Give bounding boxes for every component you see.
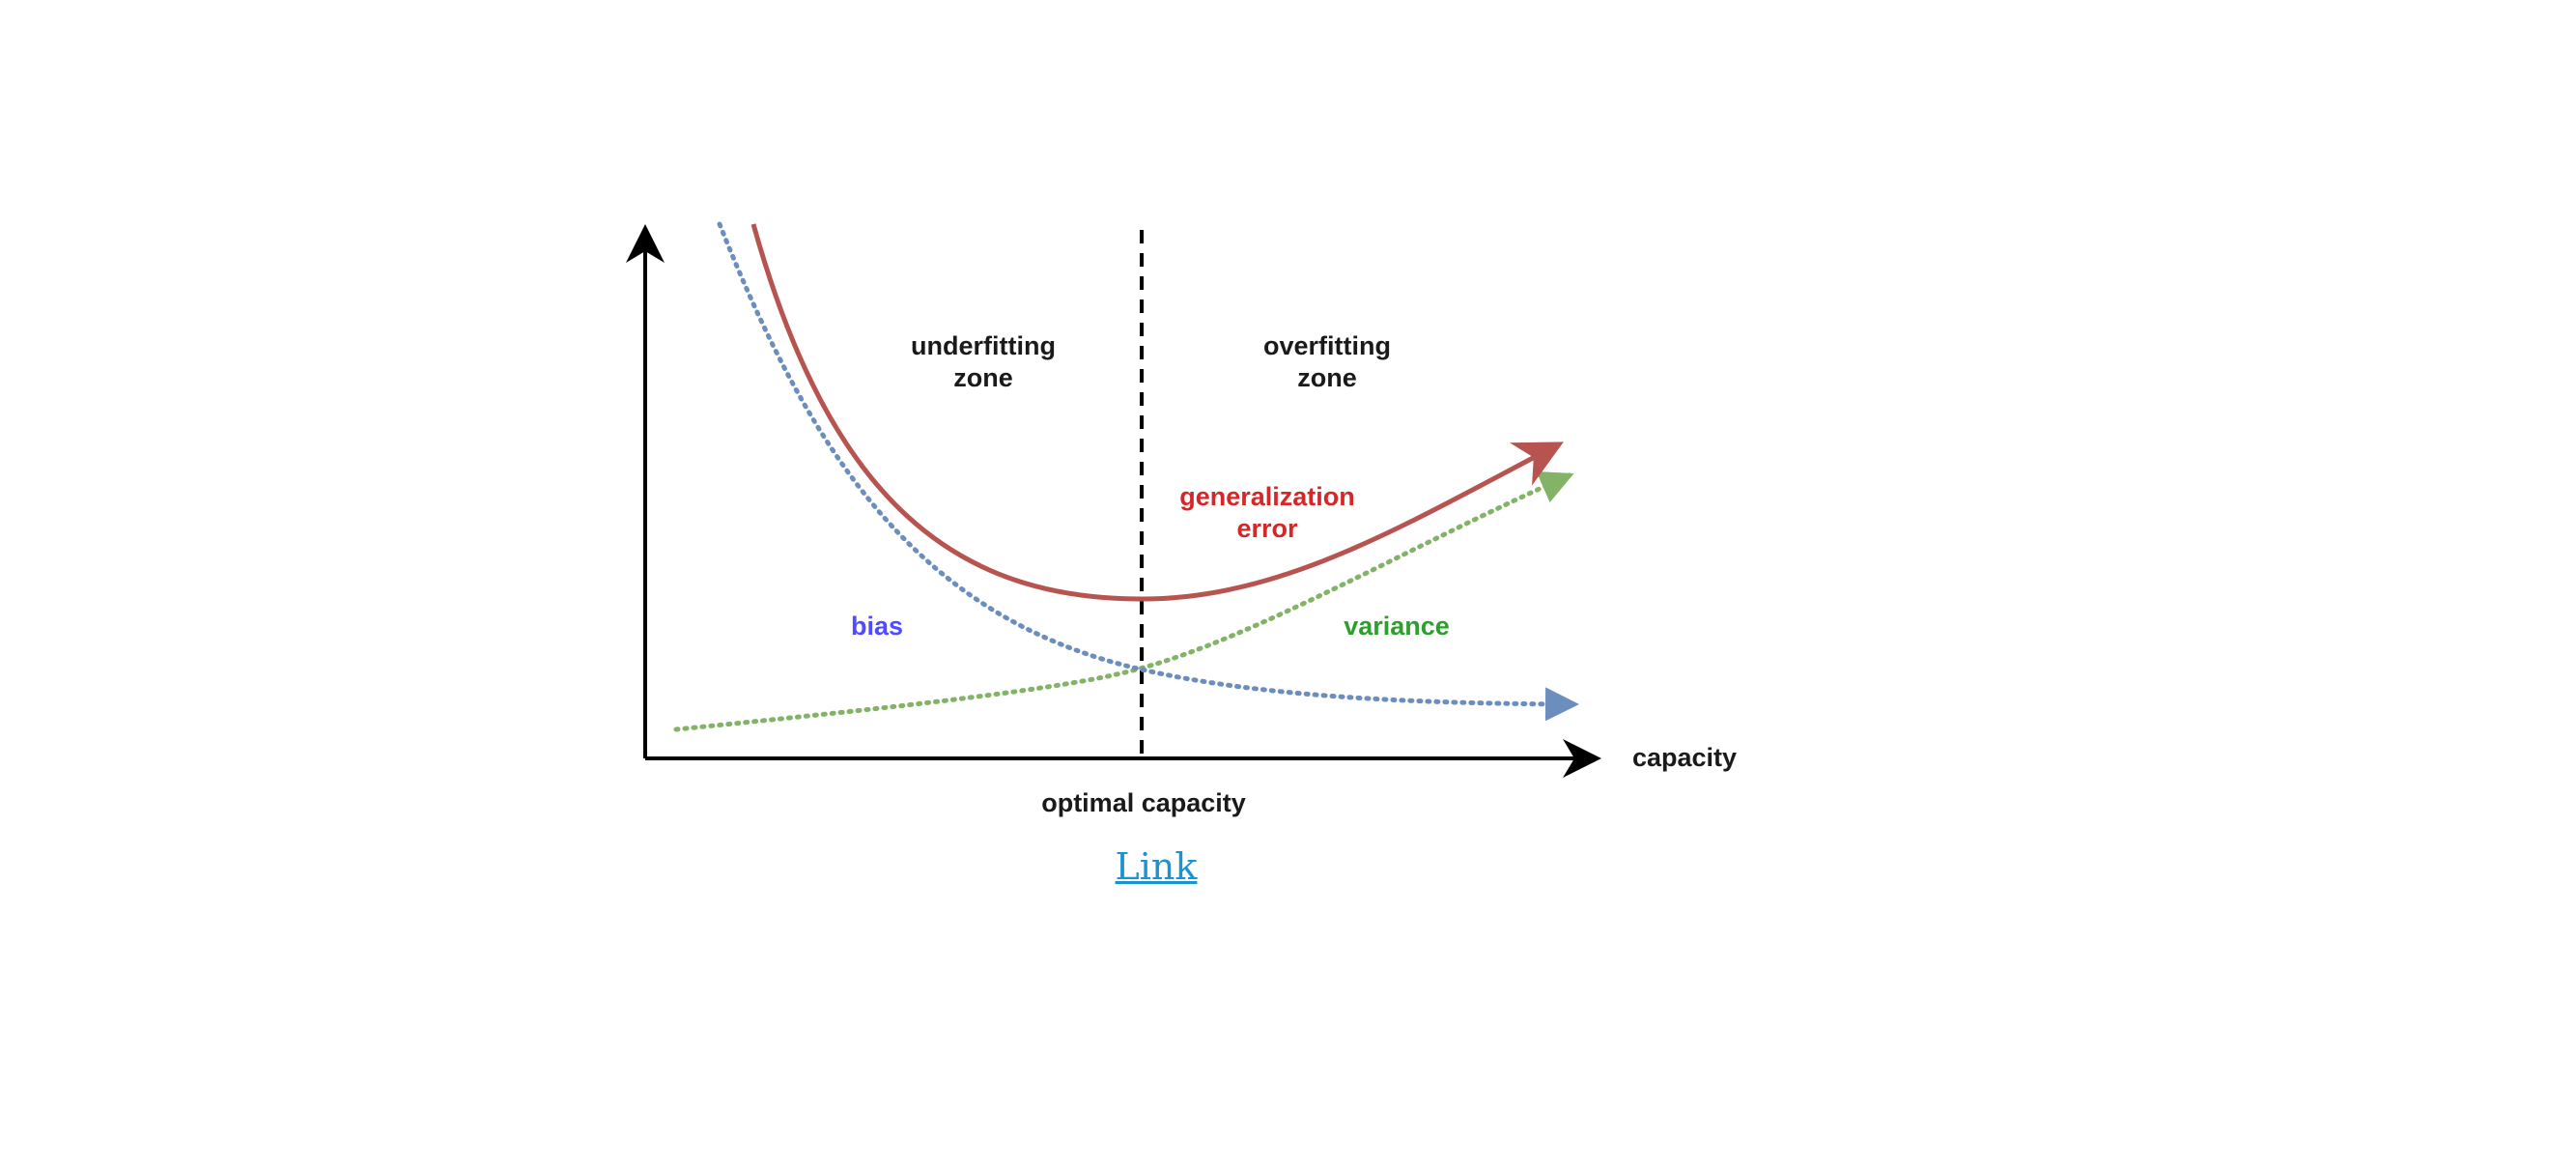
overfitting-zone-label-line2: zone: [1297, 363, 1357, 392]
optimal-capacity-label: optimal capacity: [1041, 788, 1246, 817]
bias-label: bias: [851, 612, 903, 641]
underfitting-zone-label-line1: underfitting: [911, 331, 1056, 360]
underfitting-zone-label-line2: zone: [953, 363, 1013, 392]
capacity-axis-label: capacity: [1632, 743, 1737, 772]
bias-curve: [717, 221, 1579, 722]
source-link[interactable]: Link: [1115, 845, 1198, 888]
generalization-error-label-line1: generalization: [1179, 482, 1355, 511]
generalization-error-label-line2: error: [1236, 514, 1298, 543]
generalization-error-curve: [750, 223, 1564, 602]
variance-label: variance: [1344, 612, 1450, 641]
variance-curve: [673, 471, 1574, 732]
overfitting-zone-label-line1: overfitting: [1263, 331, 1391, 360]
